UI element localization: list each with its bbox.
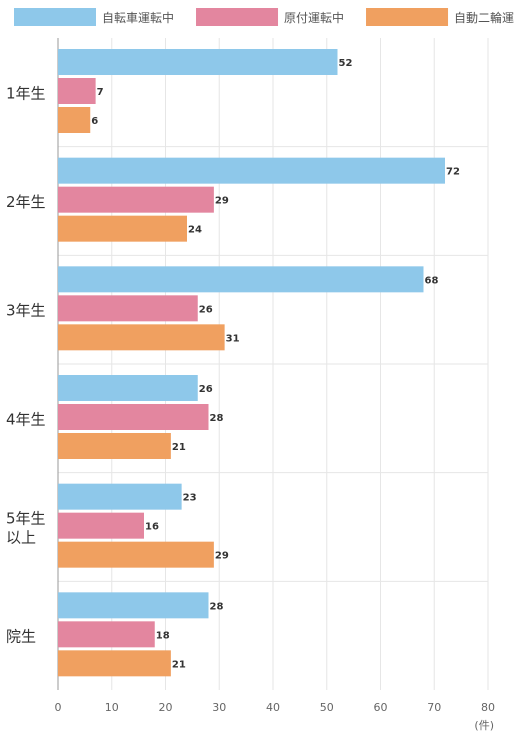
legend-label: 自動二輪運転中: [454, 10, 514, 25]
legend-label: 原付運転中: [284, 10, 344, 25]
legend-label: 自転車運転中: [102, 10, 174, 25]
data-label: 26: [199, 304, 213, 315]
data-label: 31: [226, 333, 240, 344]
x-tick-label: 0: [55, 701, 62, 714]
data-label: 18: [156, 630, 170, 641]
category-label: 3年生: [6, 302, 46, 320]
data-label: 29: [215, 551, 229, 562]
bar: [58, 49, 338, 75]
category-label: 1年生: [6, 84, 46, 102]
x-unit-label: (件): [474, 719, 494, 732]
data-label: 68: [425, 275, 439, 286]
data-label: 24: [188, 225, 202, 236]
bar: [58, 295, 198, 322]
bar: [58, 375, 198, 401]
x-tick-label: 30: [212, 701, 226, 714]
category-label: 4年生: [6, 410, 46, 428]
bar: [58, 78, 96, 104]
data-label: 21: [172, 442, 186, 453]
category-label: 院生: [6, 628, 36, 646]
category-label: 5年生: [6, 510, 46, 528]
category-label: 以上: [6, 529, 36, 547]
bar: [58, 592, 209, 619]
bar: [58, 215, 187, 242]
x-tick-label: 60: [374, 701, 388, 714]
x-tick-label: 20: [159, 701, 173, 714]
bar: [58, 107, 91, 133]
bar: [58, 404, 209, 430]
bar: [58, 157, 445, 184]
category-label: 2年生: [6, 193, 46, 211]
legend-swatch: [14, 8, 96, 26]
data-label: 52: [339, 58, 353, 69]
data-label: 21: [172, 659, 186, 670]
x-tick-label: 80: [481, 701, 495, 714]
legend-swatch: [366, 8, 449, 26]
x-tick-label: 70: [427, 701, 441, 714]
x-tick-label: 40: [266, 701, 280, 714]
bar: [58, 433, 171, 459]
data-label: 26: [199, 384, 213, 395]
bar: [58, 266, 424, 293]
data-label: 28: [210, 413, 224, 424]
bar: [58, 324, 225, 351]
data-label: 23: [183, 493, 197, 504]
bar: [58, 186, 214, 213]
data-label: 7: [97, 87, 104, 98]
x-tick-label: 10: [105, 701, 119, 714]
bar: [58, 483, 182, 510]
data-label: 29: [215, 196, 229, 207]
bar: [58, 650, 171, 677]
bar: [58, 541, 214, 568]
data-label: 16: [145, 522, 159, 533]
data-label: 72: [446, 167, 460, 178]
x-tick-label: 50: [320, 701, 334, 714]
bar: [58, 621, 155, 648]
legend-swatch: [196, 8, 279, 26]
bar: [58, 512, 144, 539]
data-label: 6: [91, 116, 98, 127]
data-label: 28: [210, 601, 224, 612]
